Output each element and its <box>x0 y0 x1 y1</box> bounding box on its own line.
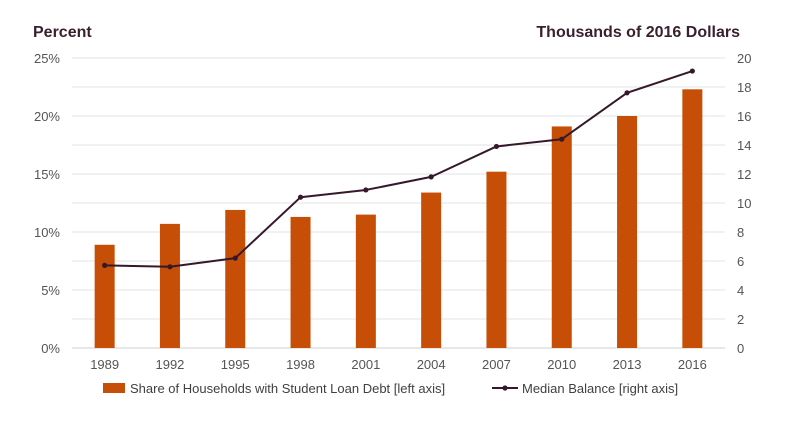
bar <box>551 126 572 348</box>
line-point <box>102 262 108 268</box>
line-point <box>297 194 304 200</box>
bar <box>355 214 376 348</box>
right-axis-title: Thousands of 2016 Dollars <box>536 24 740 41</box>
right-tick-label: 8 <box>737 225 744 240</box>
x-tick-label: 2001 <box>351 357 380 372</box>
bar <box>682 89 703 348</box>
grid-layer <box>72 57 725 349</box>
right-tick-label: 0 <box>737 341 744 356</box>
left-tick-label: 10% <box>34 225 60 240</box>
bar <box>617 116 638 348</box>
line-point <box>428 174 434 180</box>
tick-layer: 0% 5% 10% 15% 20% 25% 0 2 4 6 8 10 12 14 16 18 20 1989 199… <box>34 51 752 372</box>
left-axis-title: Percent <box>33 24 92 41</box>
line-point <box>167 264 173 270</box>
right-tick-label: 12 <box>737 167 751 182</box>
right-tick-label: 20 <box>737 51 751 66</box>
x-tick-label: 1995 <box>221 357 250 372</box>
bar <box>159 223 180 348</box>
x-tick-label: 1998 <box>286 357 315 372</box>
bar <box>421 192 442 348</box>
legend-line-label: Median Balance [right axis] <box>522 381 678 396</box>
left-tick-label: 5% <box>41 283 60 298</box>
left-tick-label: 15% <box>34 167 60 182</box>
legend-bar-swatch <box>103 383 125 393</box>
bar <box>225 209 246 348</box>
line-layer <box>102 68 695 270</box>
bar-layer <box>94 89 703 348</box>
legend-line-marker <box>502 385 508 391</box>
bar <box>290 216 311 348</box>
right-tick-label: 2 <box>737 312 744 327</box>
line-point <box>624 90 630 96</box>
right-tick-label: 4 <box>737 283 744 298</box>
left-tick-label: 25% <box>34 51 60 66</box>
line-point <box>559 136 565 142</box>
left-tick-label: 0% <box>41 341 60 356</box>
x-tick-label: 1992 <box>155 357 184 372</box>
right-tick-label: 18 <box>737 80 751 95</box>
legend-bar-label: Share of Households with Student Loan De… <box>130 381 445 396</box>
x-tick-label: 2013 <box>613 357 642 372</box>
right-tick-label: 14 <box>737 138 751 153</box>
x-tick-label: 2004 <box>417 357 446 372</box>
x-tick-label: 2007 <box>482 357 511 372</box>
line-point <box>232 255 238 261</box>
x-tick-label: 2016 <box>678 357 707 372</box>
right-tick-label: 6 <box>737 254 744 269</box>
legend: Share of Households with Student Loan De… <box>103 381 678 396</box>
line-point <box>363 187 369 193</box>
line-point <box>493 143 500 150</box>
x-tick-label: 2010 <box>547 357 576 372</box>
median-balance-line <box>104 70 693 268</box>
x-tick-label: 1989 <box>90 357 119 372</box>
bar <box>94 244 115 348</box>
line-point <box>689 68 695 74</box>
bar <box>486 171 507 348</box>
right-tick-label: 10 <box>737 196 751 211</box>
left-tick-label: 20% <box>34 109 60 124</box>
right-tick-label: 16 <box>737 109 751 124</box>
